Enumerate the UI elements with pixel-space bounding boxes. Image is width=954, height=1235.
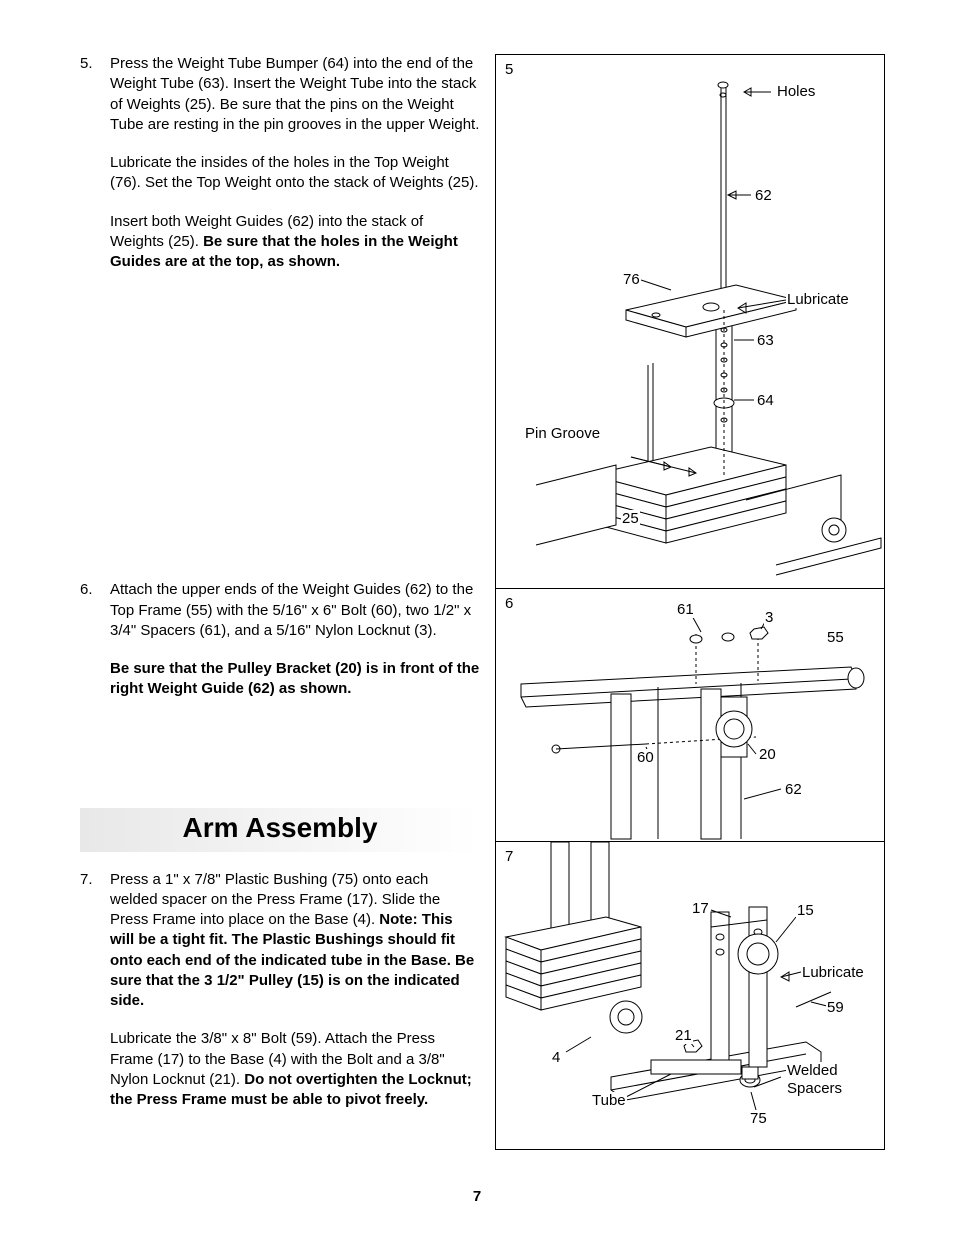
diagram-number: 7 (504, 848, 514, 865)
paragraph: Lubricate the insides of the holes in th… (110, 153, 480, 194)
step-7: 7. Press a 1" x 7/8" Plastic Bushing (75… (80, 870, 480, 1129)
paragraph: Lubricate the 3/8" x 8" Bolt (59). Attac… (110, 1029, 480, 1110)
label-59: 59 (826, 999, 845, 1016)
label-60: 60 (636, 749, 655, 766)
label-welded: Welded (786, 1062, 839, 1079)
page: 5. Press the Weight Tube Bumper (64) int… (0, 0, 954, 1235)
diagram-5-svg (496, 55, 885, 589)
bold-paragraph: Be sure that the Pulley Bracket (20) is … (110, 659, 480, 700)
step-number: 5. (80, 54, 110, 290)
diagram-6: 6 (495, 589, 885, 842)
paragraph: Attach the upper ends of the Weight Guid… (110, 580, 480, 641)
diagram-7: 7 (495, 842, 885, 1150)
label-76: 76 (622, 271, 641, 288)
label-17: 17 (691, 900, 710, 917)
label-20: 20 (758, 746, 777, 763)
label-holes: Holes (776, 83, 816, 100)
label-62: 62 (784, 781, 803, 798)
step-text: Attach the upper ends of the Weight Guid… (110, 580, 480, 717)
section-title: Arm Assembly (80, 808, 480, 852)
label-25: 25 (621, 510, 640, 527)
paragraph: Press the Weight Tube Bumper (64) into t… (110, 54, 480, 135)
label-pin-groove: Pin Groove (524, 425, 601, 442)
diagram-5: 5 (495, 54, 885, 589)
label-tube: Tube (591, 1092, 627, 1109)
step-number: 7. (80, 870, 110, 1129)
step-number: 6. (80, 580, 110, 717)
step-text: Press the Weight Tube Bumper (64) into t… (110, 54, 480, 290)
step-6: 6. Attach the upper ends of the Weight G… (80, 580, 480, 717)
paragraph: Insert both Weight Guides (62) into the … (110, 212, 480, 273)
label-62: 62 (754, 187, 773, 204)
label-63: 63 (756, 332, 775, 349)
step-5: 5. Press the Weight Tube Bumper (64) int… (80, 54, 480, 290)
label-4: 4 (551, 1049, 561, 1066)
label-21: 21 (674, 1027, 693, 1044)
diagram-number: 5 (504, 61, 514, 78)
diagram-6-svg (496, 589, 885, 842)
label-3: 3 (764, 609, 774, 626)
left-column: 5. Press the Weight Tube Bumper (64) int… (80, 54, 480, 1148)
label-lubricate: Lubricate (801, 964, 865, 981)
label-75: 75 (749, 1110, 768, 1127)
label-64: 64 (756, 392, 775, 409)
step-text: Press a 1" x 7/8" Plastic Bushing (75) o… (110, 870, 480, 1129)
diagram-number: 6 (504, 595, 514, 612)
right-column: 5 (495, 54, 885, 1150)
label-55: 55 (826, 629, 845, 646)
page-number: 7 (0, 1188, 954, 1205)
label-15: 15 (796, 902, 815, 919)
label-spacers: Spacers (786, 1080, 843, 1097)
label-lubricate: Lubricate (786, 291, 850, 308)
paragraph: Press a 1" x 7/8" Plastic Bushing (75) o… (110, 870, 480, 1012)
label-61: 61 (676, 601, 695, 618)
diagram-7-svg (496, 842, 885, 1150)
